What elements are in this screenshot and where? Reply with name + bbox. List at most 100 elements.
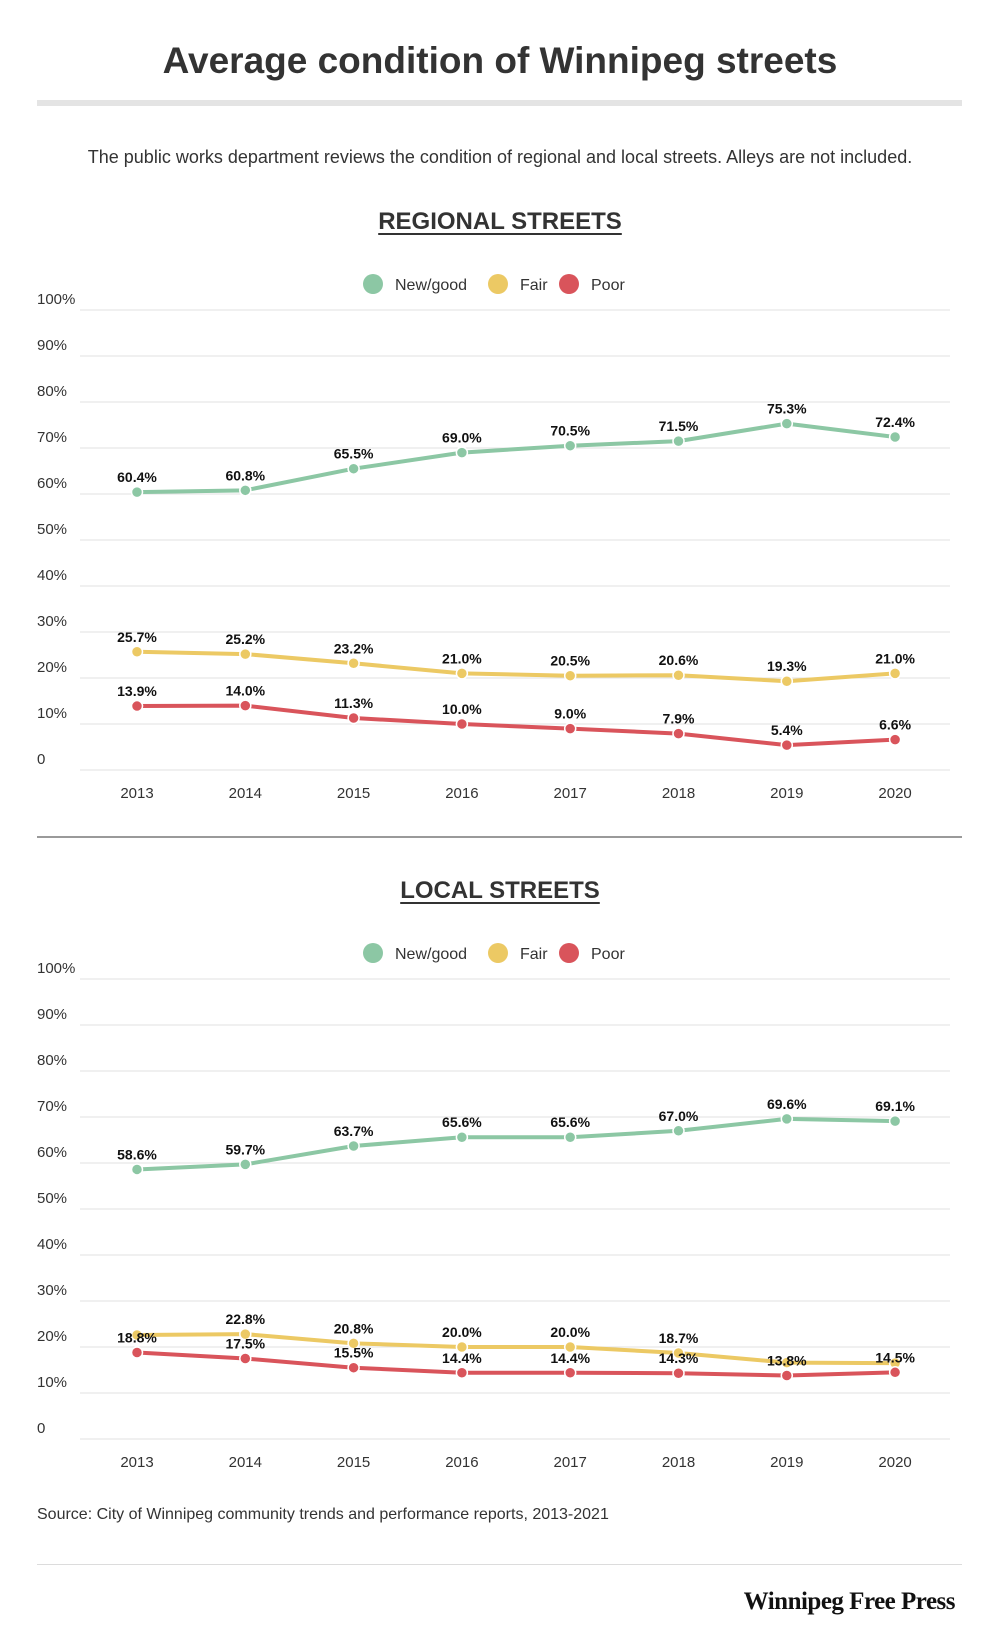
local-data-point xyxy=(563,1366,577,1380)
section-divider xyxy=(37,836,962,838)
regional-data-point xyxy=(130,699,144,713)
local-y-tick-label: 80% xyxy=(37,1052,67,1069)
regional-streets-chart: 0 10% 20% 30% 40% 50% 60% 70% 80% 90% 100% 2013 2014… xyxy=(37,274,950,802)
regional-x-tick-label: 2019 xyxy=(770,785,803,802)
regional-data-point xyxy=(455,446,469,459)
local-legend-marker-fair xyxy=(488,943,508,963)
regional-data-label: 20.5% xyxy=(550,653,590,669)
regional-series-line-new-good xyxy=(136,421,896,495)
regional-x-tick-label: 2017 xyxy=(554,785,587,802)
regional-y-tick-label: 0 xyxy=(37,751,45,768)
local-data-label: 13.8% xyxy=(767,1353,807,1369)
regional-data-point xyxy=(130,645,144,659)
regional-legend-label-fair: Fair xyxy=(520,277,548,294)
local-data-label: 20.8% xyxy=(334,1320,374,1336)
regional-data-point xyxy=(672,434,685,448)
local-data-point xyxy=(672,1124,685,1138)
regional-y-tick-label: 90% xyxy=(37,337,67,354)
regional-legend-marker-fair xyxy=(488,274,508,294)
local-data-point xyxy=(239,1327,252,1341)
local-data-point xyxy=(347,1337,360,1350)
regional-legend-label-poor: Poor xyxy=(591,277,625,294)
local-x-tick-label: 2015 xyxy=(337,1454,370,1471)
local-section-title: LOCAL STREETS xyxy=(400,877,600,904)
regional-data-label: 72.4% xyxy=(875,414,915,430)
regional-data-label: 60.4% xyxy=(117,469,157,485)
local-series-line-poor xyxy=(136,1350,896,1378)
regional-legend-marker-poor xyxy=(559,274,579,294)
regional-series-line-fair xyxy=(136,649,896,684)
local-data-label: 58.6% xyxy=(117,1146,157,1162)
regional-data-point xyxy=(563,669,577,682)
regional-section-title: REGIONAL STREETS xyxy=(378,208,622,235)
regional-data-label: 23.2% xyxy=(334,640,374,656)
regional-data-point xyxy=(239,647,252,661)
regional-data-label: 70.5% xyxy=(550,423,590,439)
regional-y-tick-label: 40% xyxy=(37,567,67,584)
regional-y-tick-label: 30% xyxy=(37,613,67,630)
local-x-tick-label: 2013 xyxy=(120,1454,153,1471)
local-data-point xyxy=(780,1112,794,1126)
regional-data-point xyxy=(780,417,794,430)
local-data-point xyxy=(888,1114,902,1128)
page-title: Average condition of Winnipeg streets xyxy=(162,40,838,81)
regional-data-label: 75.3% xyxy=(767,401,807,417)
local-x-tick-label: 2014 xyxy=(229,1454,262,1471)
regional-data-label: 69.0% xyxy=(442,430,482,446)
local-data-point xyxy=(780,1369,794,1382)
local-y-tick-label: 10% xyxy=(37,1374,67,1391)
regional-legend-marker-new-good xyxy=(363,274,383,294)
local-x-tick-label: 2016 xyxy=(445,1454,478,1471)
footer-divider xyxy=(37,1564,962,1565)
local-legend-label-new-good: New/good xyxy=(395,946,467,963)
regional-data-label: 9.0% xyxy=(554,706,586,722)
local-data-label: 14.4% xyxy=(442,1350,482,1366)
local-y-tick-label: 0 xyxy=(37,1420,45,1437)
local-data-label: 22.8% xyxy=(225,1311,265,1327)
local-y-tick-label: 20% xyxy=(37,1328,67,1345)
regional-data-label: 11.3% xyxy=(334,695,373,711)
regional-x-tick-label: 2018 xyxy=(662,785,695,802)
local-data-point xyxy=(455,1340,469,1354)
regional-data-point xyxy=(780,674,794,688)
local-data-point xyxy=(563,1130,577,1144)
local-data-label: 20.0% xyxy=(550,1324,590,1340)
local-data-point xyxy=(455,1130,469,1144)
local-data-point xyxy=(563,1340,577,1354)
regional-data-point xyxy=(239,484,252,497)
local-y-tick-label: 30% xyxy=(37,1282,67,1299)
regional-data-label: 7.9% xyxy=(663,711,695,727)
local-data-point xyxy=(130,1328,144,1342)
local-y-tick-label: 60% xyxy=(37,1144,67,1161)
local-data-label: 69.6% xyxy=(767,1096,807,1112)
local-streets-chart: 0 10% 20% 30% 40% 50% 60% 70% 80% 90% 100% 2013 2014… xyxy=(37,943,950,1471)
regional-data-point xyxy=(888,430,902,444)
regional-data-label: 25.2% xyxy=(225,631,265,647)
title-divider xyxy=(37,100,962,106)
regional-data-point xyxy=(130,485,144,499)
local-data-point xyxy=(130,1346,144,1359)
local-data-point xyxy=(672,1366,685,1380)
local-data-label: 15.5% xyxy=(334,1345,374,1361)
regional-y-tick-label: 50% xyxy=(37,521,67,538)
regional-data-point xyxy=(347,711,360,725)
local-legend-label-fair: Fair xyxy=(520,946,548,963)
local-y-tick-label: 70% xyxy=(37,1098,67,1115)
local-series-line-fair xyxy=(136,1332,896,1366)
regional-x-tick-label: 2016 xyxy=(445,785,478,802)
regional-data-point xyxy=(780,738,794,752)
regional-data-label: 14.0% xyxy=(225,683,265,699)
regional-data-point xyxy=(347,462,360,475)
regional-x-tick-label: 2013 xyxy=(120,785,153,802)
local-data-point xyxy=(347,1139,360,1153)
regional-data-point xyxy=(672,668,685,682)
local-data-point xyxy=(455,1366,469,1380)
source-note: Source: City of Winnipeg community trend… xyxy=(37,1506,609,1523)
publisher-logo: Winnipeg Free Press xyxy=(743,1588,956,1615)
local-x-tick-label: 2020 xyxy=(878,1454,911,1471)
local-x-tick-label: 2018 xyxy=(662,1454,695,1471)
local-legend-label-poor: Poor xyxy=(591,946,625,963)
local-data-point xyxy=(239,1158,252,1171)
local-data-label: 14.5% xyxy=(875,1349,915,1365)
regional-legend-label-new-good: New/good xyxy=(395,277,467,294)
